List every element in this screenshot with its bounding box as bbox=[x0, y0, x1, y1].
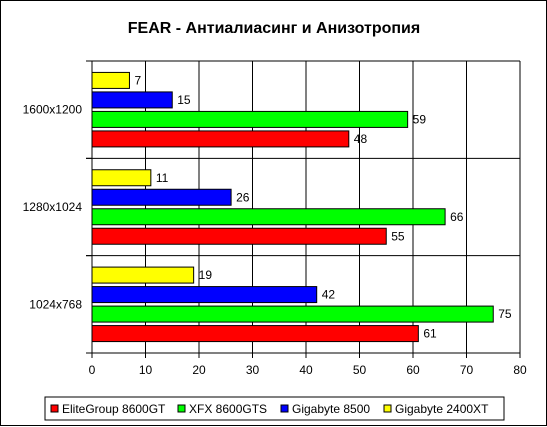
bar bbox=[91, 188, 232, 206]
bar bbox=[91, 227, 387, 245]
bar bbox=[91, 169, 152, 187]
x-tick-label: 40 bbox=[299, 363, 313, 377]
category-label: 1024x768 bbox=[29, 297, 82, 311]
bar bbox=[91, 208, 446, 226]
data-label: 26 bbox=[236, 190, 250, 204]
category-label: 1280x1024 bbox=[23, 200, 83, 214]
legend-label: EliteGroup 8600GT bbox=[62, 402, 166, 416]
data-label: 42 bbox=[322, 288, 336, 302]
data-label: 55 bbox=[391, 229, 405, 243]
bar bbox=[91, 130, 350, 148]
data-label: 7 bbox=[134, 73, 141, 87]
data-label: 15 bbox=[177, 93, 191, 107]
bars: 7 15 59 48 11 26 66 55 19 42 75 61 bbox=[91, 71, 512, 343]
bar bbox=[91, 325, 419, 343]
bar bbox=[91, 286, 318, 304]
bar bbox=[91, 266, 195, 284]
legend-label: Gigabyte 2400XT bbox=[395, 402, 489, 416]
legend: EliteGroup 8600GT XFX 8600GTS Gigabyte 850… bbox=[44, 396, 505, 421]
x-tick-label: 50 bbox=[353, 363, 367, 377]
x-tick-label: 30 bbox=[246, 363, 260, 377]
chart-title: FEAR - Антиалиасинг и Анизотропия bbox=[128, 20, 420, 37]
legend-swatch bbox=[177, 404, 186, 413]
data-label: 19 bbox=[199, 268, 213, 282]
legend-swatch bbox=[280, 404, 289, 413]
x-tick-label: 10 bbox=[139, 363, 153, 377]
data-label: 59 bbox=[413, 112, 427, 126]
x-tick-label: 70 bbox=[460, 363, 474, 377]
axes: 1600x1200 1280x1024 1024x768 0 10 20 30 40 50 60 7… bbox=[23, 60, 527, 377]
x-tick-label: 0 bbox=[89, 363, 96, 377]
legend-swatch bbox=[383, 404, 392, 413]
bar bbox=[91, 71, 130, 89]
grid-lines bbox=[92, 61, 521, 353]
legend-swatch bbox=[50, 404, 59, 413]
bar bbox=[91, 305, 494, 323]
bar bbox=[91, 110, 409, 128]
legend-box bbox=[44, 396, 505, 421]
bar bbox=[91, 91, 173, 109]
x-tick-label: 20 bbox=[192, 363, 206, 377]
data-label: 48 bbox=[354, 132, 368, 146]
category-label: 1600x1200 bbox=[23, 103, 83, 117]
x-tick-label: 80 bbox=[513, 363, 527, 377]
data-label: 75 bbox=[498, 307, 512, 321]
data-label: 61 bbox=[423, 327, 437, 341]
legend-label: Gigabyte 8500 bbox=[292, 402, 370, 416]
legend-label: XFX 8600GTS bbox=[189, 402, 267, 416]
data-label: 66 bbox=[450, 210, 464, 224]
data-label: 11 bbox=[156, 171, 169, 185]
x-tick-label: 60 bbox=[406, 363, 420, 377]
